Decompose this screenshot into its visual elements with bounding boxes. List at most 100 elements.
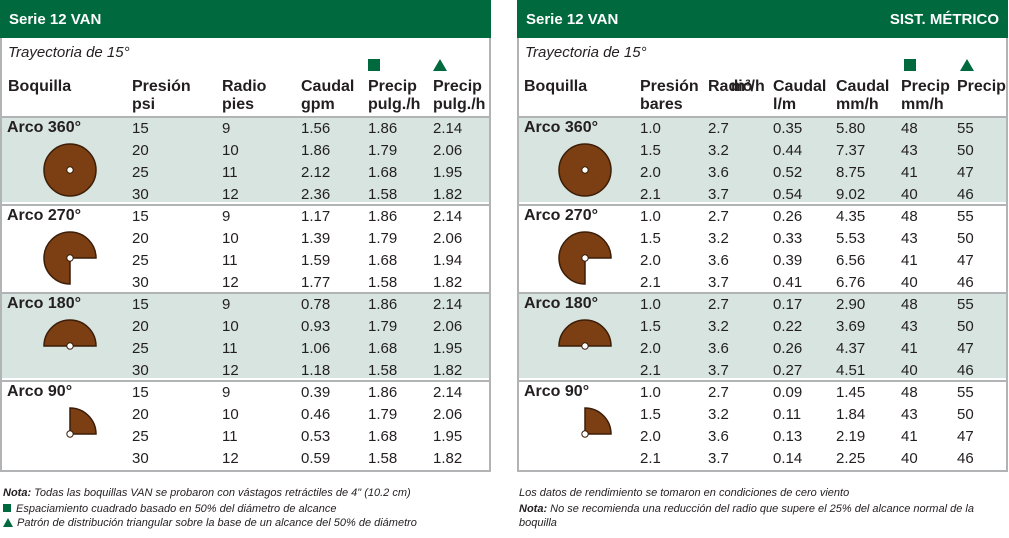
table-cell: 10: [222, 230, 239, 247]
column-header-line1: Caudal: [836, 78, 890, 95]
table-cell: 12: [222, 450, 239, 467]
arc-360-diagram: [553, 138, 617, 207]
arc-name: Arco 360°: [524, 119, 598, 136]
table-cell: 40: [901, 450, 918, 467]
table-cell: 12: [222, 362, 239, 379]
column-header-line1: Boquilla: [524, 78, 588, 95]
notes-right: Los datos de rendimiento se tomaron en c…: [519, 486, 1005, 530]
table-body: Trayectoria de 15° Boquilla Presión psi Rad…: [0, 38, 491, 472]
table-cell: 43: [901, 230, 918, 247]
arc-270-shape: [43, 231, 97, 285]
table-cell: 48: [901, 384, 918, 401]
table-body: Trayectoria de 15° Boquilla Presión bares R…: [517, 38, 1008, 472]
table-cell: 1.86: [301, 142, 331, 159]
trajectory-label: Trayectoria de 15°: [525, 44, 647, 61]
table-cell: 0.52: [773, 164, 803, 181]
column-header-line2: mm/h: [901, 96, 944, 113]
table-cell: 9: [222, 208, 231, 225]
table-cell: 1.5: [640, 318, 661, 335]
arc-name: Arco 90°: [7, 383, 73, 400]
table-cell: 2.1: [640, 362, 661, 379]
table-header-bar: Serie 12 VAN SIST. MÉTRICO: [517, 0, 1008, 38]
column-header: Presión psi: [132, 78, 191, 114]
table-cell: 3.7: [708, 274, 729, 291]
nozzle-center-dot: [581, 166, 589, 174]
arc-90-shape: [584, 407, 612, 435]
triangle-icon: [3, 518, 13, 527]
column-header-line1: Precip: [368, 78, 417, 95]
table-cell: 1.77: [301, 274, 331, 291]
table-cell: 1.58: [368, 362, 398, 379]
table-cell: 30: [132, 274, 149, 291]
arc-name: Arco 270°: [7, 207, 81, 224]
table-cell: 46: [957, 362, 974, 379]
table-cell: 46: [957, 274, 974, 291]
column-header-line2: gpm: [301, 96, 335, 113]
note-label: Nota:: [519, 503, 548, 515]
arc-name: Arco 360°: [7, 119, 81, 136]
table-cell: 10: [222, 406, 239, 423]
table-cell: 1.95: [433, 428, 463, 445]
triangle-note: Patrón de distribución triangular sobre …: [17, 517, 417, 529]
notes-left: Nota: Todas las boquillas VAN se probaro…: [3, 486, 503, 530]
column-header-line1: Precip: [901, 78, 950, 95]
table-cell: 0.54: [773, 186, 803, 203]
table-cell: 1.17: [301, 208, 331, 225]
column-header-line1: Radio: [708, 78, 753, 95]
table-cell: 0.35: [773, 120, 803, 137]
arc-90-diagram: [553, 402, 617, 471]
arc-270-diagram: [553, 226, 617, 295]
column-header-line2: mm/h: [836, 96, 879, 113]
table-cell: 30: [132, 362, 149, 379]
table-cell: 43: [901, 142, 918, 159]
table-cell: 1.5: [640, 142, 661, 159]
table-cell: 1.79: [368, 230, 398, 247]
table-cell: 48: [901, 296, 918, 313]
table-cell: 1.94: [433, 252, 463, 269]
square-icon: [3, 504, 11, 512]
table-cell: 2.14: [433, 296, 463, 313]
table-cell: 15: [132, 384, 149, 401]
table-cell: 25: [132, 428, 149, 445]
table-cell: 0.09: [773, 384, 803, 401]
table-cell: 0.59: [301, 450, 331, 467]
metric-system-label: SIST. MÉTRICO: [889, 10, 999, 28]
table-title: Serie 12 VAN: [9, 10, 102, 28]
table-cell: 50: [957, 406, 974, 423]
table-cell: 41: [901, 252, 918, 269]
arc-360-diagram: [38, 138, 102, 207]
column-header-line2: psi: [132, 96, 156, 113]
table-cell: 3.6: [708, 428, 729, 445]
column-header-line1: Caudal: [301, 78, 355, 95]
table-cell: 25: [132, 340, 149, 357]
nozzle-center-dot: [66, 254, 74, 262]
table-cell: 48: [901, 120, 918, 137]
square-icon: [904, 59, 916, 74]
column-header-line1: Precip: [957, 78, 1006, 95]
column-header: Precip pulg./h: [368, 78, 420, 114]
table-cell: 20: [132, 142, 149, 159]
table-cell: 1.86: [368, 208, 398, 225]
table-cell: 15: [132, 120, 149, 137]
table-cell: 1.5: [640, 230, 661, 247]
column-header-line1: Radio: [222, 78, 267, 95]
table-cell: 47: [957, 428, 974, 445]
table-cell: 1.68: [368, 428, 398, 445]
table-cell: 0.26: [773, 340, 803, 357]
column-header: Radio pies: [222, 78, 266, 114]
table-cell: 50: [957, 230, 974, 247]
arc-group: Arco 360° 1.0 2.7 0.35 5.80 48 55 1.5 3.2 0.44 7.3…: [519, 116, 1006, 203]
table-cell: 2.06: [433, 230, 463, 247]
nozzle-center-dot: [581, 254, 589, 262]
table-cell: 1.82: [433, 362, 463, 379]
table-cell: 2.06: [433, 142, 463, 159]
trajectory-label: Trayectoria de 15°: [8, 44, 130, 61]
column-header-line2: pulg./h: [368, 96, 421, 113]
table-cell: 1.39: [301, 230, 331, 247]
column-header-line1: Caudal: [773, 78, 827, 95]
column-header-line1: Precip: [433, 78, 482, 95]
table-cell: 4.35: [836, 208, 866, 225]
table-cell: 2.0: [640, 164, 661, 181]
column-header: Caudal l/m: [773, 78, 826, 114]
table-cell: 10: [222, 318, 239, 335]
